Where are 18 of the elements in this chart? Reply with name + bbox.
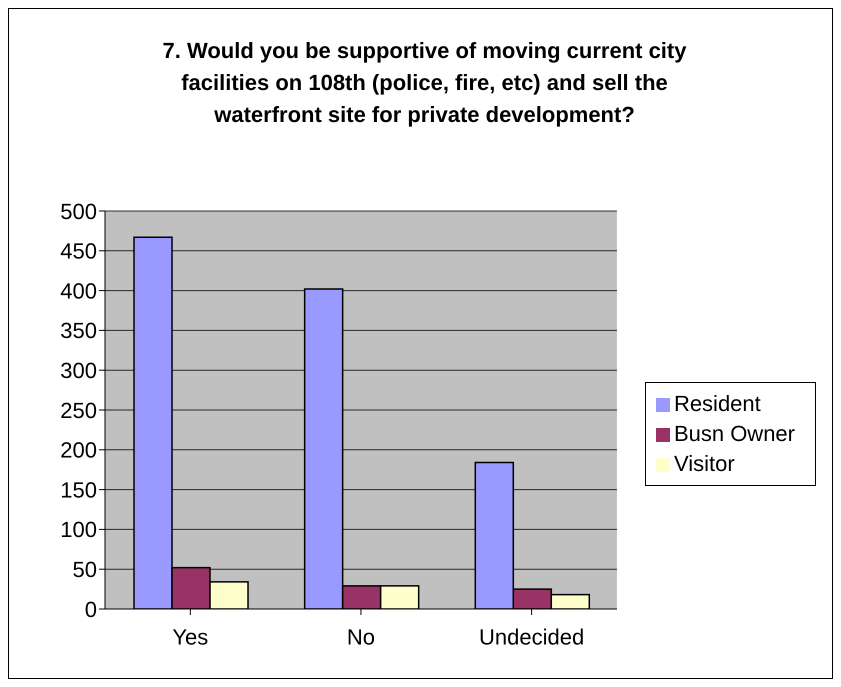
y-tick-label: 100 — [60, 517, 97, 542]
y-tick-label: 500 — [60, 198, 97, 224]
y-tick-label: 0 — [84, 596, 97, 622]
legend-label: Busn Owner — [674, 421, 795, 446]
y-tick-label: 150 — [60, 477, 97, 502]
y-tick-label: 350 — [60, 318, 97, 344]
x-tick-label: No — [346, 624, 376, 650]
y-tick-label: 400 — [60, 278, 97, 304]
legend-label: Visitor — [674, 451, 735, 476]
x-tick-label: Undecided — [479, 624, 584, 650]
y-tick-label: 450 — [60, 238, 97, 264]
y-tick-label: 250 — [60, 398, 97, 423]
legend-label: Resident — [674, 391, 761, 416]
x-tick-label: Yes — [172, 624, 208, 650]
y-tick-label: 50 — [72, 557, 97, 582]
chart-title: 7. Would you be supportive of moving current city facilities on 108th (police, fire, etc) and sell the waterfront site for private development? — [162, 37, 688, 129]
y-tick-label: 200 — [60, 438, 97, 463]
y-tick-label: 300 — [60, 358, 97, 384]
